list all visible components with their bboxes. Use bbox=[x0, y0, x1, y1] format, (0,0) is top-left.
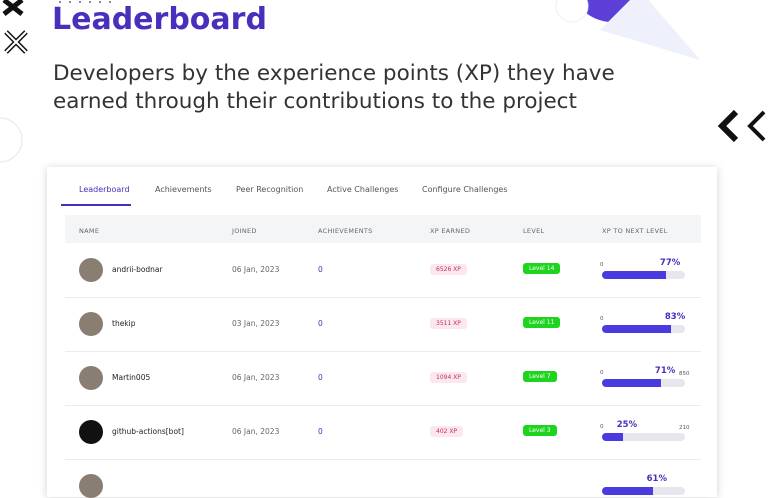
user-name[interactable]: thekip bbox=[112, 319, 136, 328]
row-divider bbox=[65, 459, 701, 460]
tab[interactable]: Active Challenges bbox=[327, 185, 399, 194]
achievements: 0 bbox=[318, 319, 323, 328]
tab[interactable]: Leaderboard bbox=[79, 185, 130, 194]
active-tab-indicator bbox=[61, 204, 131, 206]
joined-date: 03 Jan, 2023 bbox=[232, 319, 280, 328]
avatar bbox=[79, 474, 103, 498]
row-divider bbox=[65, 351, 701, 352]
level-badge: Level 7 bbox=[523, 371, 557, 382]
column-header[interactable]: ACHIEVEMENTS bbox=[318, 227, 373, 235]
xp-badge: 1094 XP bbox=[430, 372, 467, 383]
progress-min: 0 bbox=[600, 424, 604, 430]
tab[interactable]: Achievements bbox=[155, 185, 212, 194]
column-header[interactable]: LEVEL bbox=[523, 227, 545, 235]
joined-date: 06 Jan, 2023 bbox=[232, 373, 280, 382]
progress-max: 210 bbox=[679, 425, 690, 431]
avatar bbox=[79, 420, 103, 444]
progress-track bbox=[602, 433, 685, 441]
level-badge: Level 11 bbox=[523, 317, 561, 328]
joined-date: 06 Jan, 2023 bbox=[232, 265, 280, 274]
subtitle: earned through their contributions to th… bbox=[53, 89, 577, 114]
tab[interactable]: Peer Recognition bbox=[236, 185, 304, 194]
progress-bar bbox=[602, 433, 623, 441]
progress-min: 0 bbox=[600, 316, 604, 322]
user-name[interactable]: Martin005 bbox=[112, 373, 151, 382]
user-name[interactable]: github-actions[bot] bbox=[112, 427, 184, 436]
table-header bbox=[65, 215, 701, 243]
column-header: XP TO NEXT LEVEL bbox=[602, 227, 668, 235]
level-badge: Level 3 bbox=[523, 425, 557, 436]
column-header: NAME bbox=[79, 227, 100, 235]
achievements: 0 bbox=[318, 373, 323, 382]
level-badge: Level 14 bbox=[523, 263, 561, 274]
avatar bbox=[79, 366, 103, 390]
tab[interactable]: Configure Challenges bbox=[422, 185, 508, 194]
joined-date: 06 Jan, 2023 bbox=[232, 427, 280, 436]
progress-label: 61% bbox=[646, 474, 667, 484]
progress-label: 25% bbox=[616, 420, 638, 430]
progress-label: 83% bbox=[664, 312, 686, 322]
decoration bbox=[0, 0, 766, 163]
progress-bar bbox=[602, 271, 666, 279]
progress-max: 850 bbox=[679, 371, 690, 377]
user-name[interactable]: andrii-bodnar bbox=[112, 265, 163, 274]
leaderboard-card: Leaderboard Achievements Peer Recognition A… bbox=[47, 167, 717, 498]
avatar bbox=[79, 312, 103, 336]
achievements: 0 bbox=[318, 427, 323, 436]
column-header[interactable]: XP EARNED bbox=[430, 227, 471, 235]
progress-bar bbox=[602, 379, 661, 387]
progress-bar bbox=[602, 487, 653, 495]
avatar bbox=[79, 258, 103, 282]
progress-label: 71% bbox=[654, 366, 676, 376]
row-divider bbox=[65, 405, 701, 406]
column-header[interactable]: JOINED bbox=[232, 227, 257, 235]
xp-badge: 6526 XP bbox=[430, 264, 467, 275]
subtitle: Developers by the experience points (XP)… bbox=[53, 61, 615, 86]
progress-bar bbox=[602, 325, 671, 333]
row-divider bbox=[65, 297, 701, 298]
xp-badge: 3511 XP bbox=[430, 318, 467, 329]
xp-badge: 402 XP bbox=[430, 426, 464, 437]
progress-min: 0 bbox=[600, 262, 604, 268]
progress-label: 77% bbox=[659, 258, 681, 268]
progress-min: 0 bbox=[600, 370, 604, 376]
title: Leaderboard bbox=[52, 2, 267, 37]
achievements: 0 bbox=[318, 265, 323, 274]
